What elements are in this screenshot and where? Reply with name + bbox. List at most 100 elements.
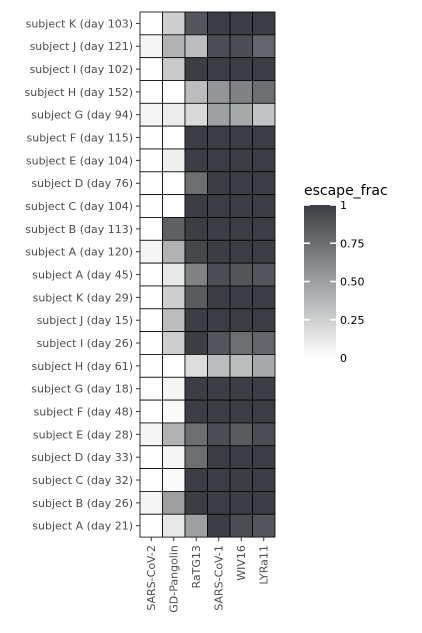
legend-tick-label: 0.75 [340,237,365,250]
heatmap-cell [229,308,253,333]
heatmap-cell [139,331,163,355]
heatmap-cell [139,217,163,241]
heatmap-cell [229,239,253,264]
heatmap-cell [184,422,208,447]
heatmap-cell [229,57,253,81]
legend-tick-label: 1 [340,199,347,212]
row-labels: subject K (day 103) subject J (day 121) su… [25,17,140,533]
heatmap-cell [184,34,208,59]
heatmap-cell [184,148,208,173]
heatmap-cell [252,468,276,492]
heatmap-cell [207,194,231,218]
heatmap-cell [207,331,231,355]
heatmap-cell [139,491,163,515]
heatmap-cell [207,285,231,310]
row-label: subject B (day 26) [32,497,133,510]
heatmap-cell [139,148,163,173]
heatmap-cell [184,308,208,333]
heatmap-cell [252,11,276,36]
column-label: RaTG13 [190,545,203,588]
heatmap-cell [229,34,253,59]
heatmap-cell [207,239,231,264]
heatmap-cell [162,354,186,378]
heatmap-cell [229,468,253,492]
heatmap-cell [207,376,231,401]
heatmap-cell [162,491,186,515]
row-label: subject J (day 15) [37,314,133,327]
column-label: LYRa11 [258,545,271,585]
heatmap-cell [229,354,253,378]
heatmap-cell [229,194,253,218]
row-label: subject I (day 26) [37,337,133,350]
legend-ticks: 0 0.25 0.50 0.75 1 [304,199,365,365]
heatmap-cell [184,11,208,36]
row-label: subject H (day 152) [25,86,133,99]
column-labels: SARS-CoV-2 GD-Pangolin RaTG13 SARS-CoV-1 WIV… [145,537,271,613]
heatmap-cell [139,285,163,310]
heatmap-cell [252,376,276,401]
heatmap-cell [184,217,208,241]
row-label: subject K (day 29) [33,291,133,304]
heatmap-cell [139,376,163,401]
heatmap-cell [229,513,253,538]
heatmap-cell [252,194,276,218]
heatmap-cell [162,285,186,310]
heatmap-cell [252,354,276,378]
row-label: subject C (day 104) [25,200,133,213]
heatmap-cell [229,102,253,127]
row-label: subject D (day 76) [31,177,133,190]
row-label: subject G (day 18) [31,383,133,396]
row-label: subject F (day 115) [27,132,134,145]
heatmap-cell [252,285,276,310]
heatmap-cell [207,445,231,469]
legend-tick-label: 0.50 [340,276,365,289]
heatmap-cell [207,80,231,104]
heatmap-cell [229,491,253,515]
heatmap-cell [162,194,186,218]
heatmap-cell [229,171,253,196]
heatmap-cell [184,262,208,287]
heatmap-cell [252,148,276,173]
heatmap-cell [184,285,208,310]
heatmap-cell [252,171,276,196]
legend-tick-label: 0 [340,352,347,365]
heatmap-cell [162,125,186,150]
heatmap-cell [139,80,163,104]
heatmap-cell [207,11,231,36]
row-label: subject H (day 61) [32,360,133,373]
heatmap-cell [229,399,253,424]
heatmap-cell [162,11,186,36]
heatmap-cell [139,468,163,492]
heatmap-cell [184,491,208,515]
heatmap-cell [229,422,253,447]
heatmap-cell [162,239,186,264]
heatmap-cell [252,491,276,515]
heatmap-cell [252,34,276,59]
heatmap-cell [139,354,163,378]
heatmap-cell [252,239,276,264]
heatmap-cell [139,399,163,424]
heatmap-cell [162,102,186,127]
heatmap-cell [184,354,208,378]
heatmap-cell [162,262,186,287]
heatmap-cell [207,217,231,241]
legend-title: escape_frac [304,183,388,199]
heatmap-cell [162,468,186,492]
heatmap-cell [162,148,186,173]
heatmap-cell [139,513,163,538]
heatmap-cell [184,102,208,127]
heatmap-cell [139,239,163,264]
column-label: WIV16 [235,545,248,581]
column-label: SARS-CoV-2 [145,545,158,611]
heatmap-cell [184,513,208,538]
row-label: subject B (day 113) [25,223,133,236]
column-label: GD-Pangolin [168,545,181,613]
heatmap-cell [252,513,276,538]
row-label: subject A (day 45) [32,269,133,282]
heatmap-cell [139,194,163,218]
heatmap-cell [252,80,276,104]
heatmap-cell [139,102,163,127]
heatmap-cell [207,354,231,378]
heatmap-cell [162,57,186,81]
heatmap-cell [184,57,208,81]
